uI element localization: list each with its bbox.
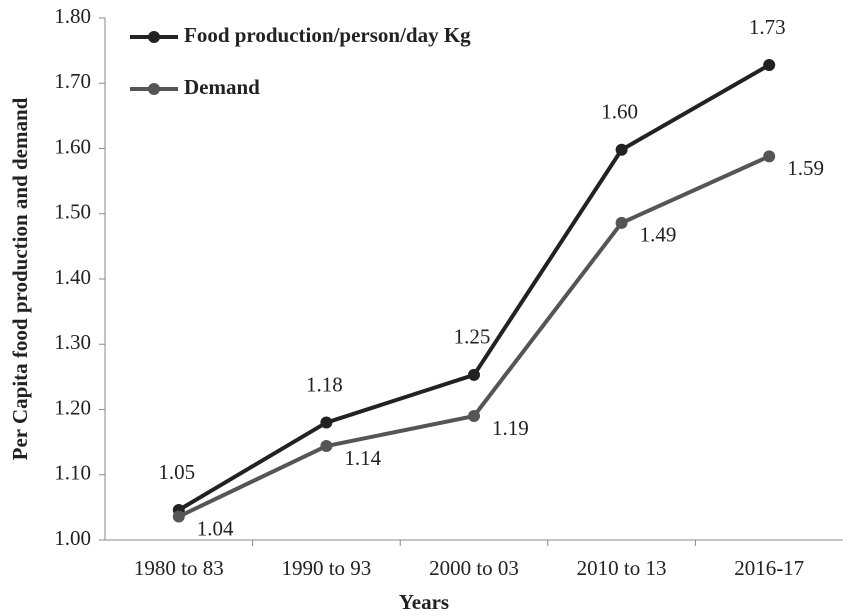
- point: [172, 510, 185, 523]
- value-label: 1.73: [749, 15, 786, 39]
- y-tick-label: 1.70: [54, 69, 91, 93]
- x-tick-label: 2010 to 13: [577, 556, 667, 580]
- point: [320, 440, 333, 453]
- legend-marker: [148, 31, 160, 43]
- y-axis-label: Per Capita food production and demand: [8, 97, 32, 460]
- value-label: 1.49: [640, 223, 677, 247]
- y-tick-label: 1.10: [54, 461, 91, 485]
- value-label: 1.25: [454, 325, 491, 349]
- value-label: 1.05: [158, 460, 195, 484]
- y-tick-label: 1.80: [54, 4, 91, 28]
- value-label: 1.14: [344, 446, 381, 470]
- value-label: 1.18: [306, 372, 343, 396]
- value-label: 1.19: [492, 416, 529, 440]
- y-tick-label: 1.00: [54, 526, 91, 550]
- point: [763, 150, 776, 163]
- y-tick-label: 1.30: [54, 330, 91, 354]
- legend-label: Demand: [184, 75, 260, 99]
- x-axis-label: Years: [399, 590, 449, 614]
- value-label: 1.60: [601, 100, 638, 124]
- value-label: 1.04: [197, 516, 234, 540]
- point: [468, 368, 480, 381]
- legend-label: Food production/person/day Kg: [184, 23, 471, 47]
- x-tick-label: 2016-17: [734, 556, 804, 580]
- point: [320, 416, 333, 429]
- legend-marker: [148, 83, 160, 95]
- x-tick-label: 2000 to 03: [429, 556, 519, 580]
- x-tick-label: 1990 to 93: [281, 556, 371, 580]
- y-tick-label: 1.50: [54, 200, 91, 224]
- y-tick-label: 1.20: [54, 395, 91, 419]
- x-tick-label: 1980 to 83: [134, 556, 224, 580]
- point: [763, 58, 776, 71]
- y-tick-label: 1.60: [54, 134, 91, 158]
- point: [615, 216, 628, 229]
- y-tick-label: 1.40: [54, 265, 91, 289]
- series-line: [177, 63, 771, 512]
- point: [468, 410, 480, 423]
- value-label: 1.59: [787, 156, 824, 180]
- point: [615, 143, 628, 156]
